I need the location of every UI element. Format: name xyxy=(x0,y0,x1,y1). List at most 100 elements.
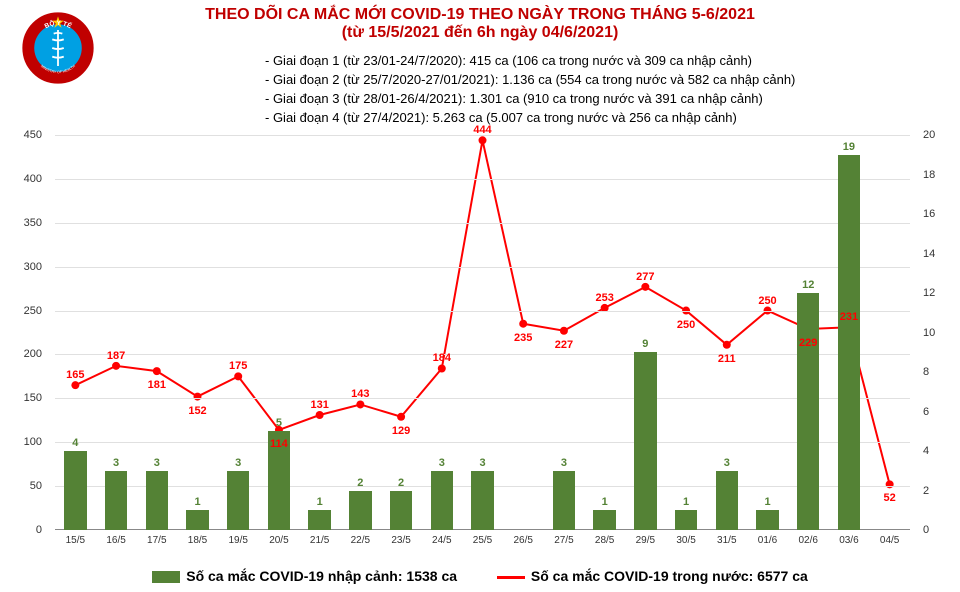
legend-line-swatch xyxy=(497,576,525,579)
bar-value-label: 2 xyxy=(398,477,404,489)
bar xyxy=(431,471,453,530)
line-value-label: 444 xyxy=(473,124,491,136)
line-value-label: 52 xyxy=(884,492,896,504)
bar xyxy=(186,510,208,530)
y-right-tick: 18 xyxy=(923,169,935,181)
line-value-label: 253 xyxy=(595,292,613,304)
x-tick: 20/5 xyxy=(269,535,288,546)
stage-line: - Giai đoạn 1 (từ 23/01-24/7/2020): 415 … xyxy=(265,52,795,71)
legend-bar-label: Số ca mắc COVID-19 nhập cảnh: 1538 ca xyxy=(186,568,457,584)
y-left-tick: 0 xyxy=(36,524,42,536)
x-tick: 26/5 xyxy=(513,535,532,546)
y-right-tick: 10 xyxy=(923,327,935,339)
bar xyxy=(838,155,860,530)
bar-value-label: 3 xyxy=(113,457,119,469)
line-value-label: 227 xyxy=(555,339,573,351)
bar xyxy=(227,471,249,530)
x-tick: 25/5 xyxy=(473,535,492,546)
x-tick: 24/5 xyxy=(432,535,451,546)
x-tick: 23/5 xyxy=(391,535,410,546)
y-right-tick: 6 xyxy=(923,406,929,418)
line-value-label: 277 xyxy=(636,271,654,283)
legend-line-label: Số ca mắc COVID-19 trong nước: 6577 ca xyxy=(531,568,808,584)
line-value-label: 143 xyxy=(351,388,369,400)
plot-area: 4331351223331913112191651871811521751141… xyxy=(55,135,910,530)
bar-value-label: 5 xyxy=(276,417,282,429)
y-left-tick: 100 xyxy=(24,436,42,448)
bar-value-label: 1 xyxy=(194,496,200,508)
bar-value-label: 1 xyxy=(764,496,770,508)
title-line-1: THEO DÕI CA MẮC MỚI COVID-19 THEO NGÀY T… xyxy=(0,6,960,24)
line-value-label: 187 xyxy=(107,350,125,362)
bar xyxy=(308,510,330,530)
y-right-tick: 12 xyxy=(923,287,935,299)
bar xyxy=(756,510,778,530)
y-left-tick: 50 xyxy=(30,480,42,492)
bar xyxy=(593,510,615,530)
y-left-tick: 350 xyxy=(24,217,42,229)
x-tick: 02/6 xyxy=(798,535,817,546)
bar xyxy=(471,471,493,530)
line-value-label: 165 xyxy=(66,369,84,381)
bar xyxy=(716,471,738,530)
line-value-label: 250 xyxy=(758,295,776,307)
x-tick: 21/5 xyxy=(310,535,329,546)
y-axis-left: 050100150200250300350400450 xyxy=(0,135,50,530)
line-value-label: 184 xyxy=(433,352,451,364)
y-right-tick: 0 xyxy=(923,524,929,536)
bar-value-label: 3 xyxy=(561,457,567,469)
chart-container: BỘ Y TẾ MINISTRY OF HEALTH THEO DÕI CA M… xyxy=(0,0,960,592)
x-tick: 31/5 xyxy=(717,535,736,546)
bar-value-label: 1 xyxy=(602,496,608,508)
y-left-tick: 250 xyxy=(24,305,42,317)
line-value-label: 175 xyxy=(229,360,247,372)
y-right-tick: 20 xyxy=(923,129,935,141)
bar-value-label: 3 xyxy=(235,457,241,469)
y-left-tick: 450 xyxy=(24,129,42,141)
x-tick: 15/5 xyxy=(66,535,85,546)
bar xyxy=(390,491,412,531)
x-tick: 01/6 xyxy=(758,535,777,546)
legend: Số ca mắc COVID-19 nhập cảnh: 1538 ca Số… xyxy=(0,568,960,584)
y-left-tick: 200 xyxy=(24,348,42,360)
stage-line: - Giai đoạn 3 (từ 28/01-26/4/2021): 1.30… xyxy=(265,90,795,109)
bar-value-label: 9 xyxy=(642,338,648,350)
line-value-label: 114 xyxy=(270,438,288,450)
line-value-label: 131 xyxy=(310,399,328,411)
bar xyxy=(797,293,819,530)
stage-line: - Giai đoạn 4 (từ 27/4/2021): 5.263 ca (… xyxy=(265,109,795,128)
bar-value-label: 4 xyxy=(72,437,78,449)
stage-info-block: - Giai đoạn 1 (từ 23/01-24/7/2020): 415 … xyxy=(265,52,795,127)
bar xyxy=(675,510,697,530)
bar-value-label: 3 xyxy=(724,457,730,469)
y-left-tick: 150 xyxy=(24,392,42,404)
bar-value-label: 12 xyxy=(802,279,814,291)
bar-value-label: 3 xyxy=(479,457,485,469)
legend-line-item: Số ca mắc COVID-19 trong nước: 6577 ca xyxy=(497,568,808,584)
bar xyxy=(634,352,656,530)
bar xyxy=(553,471,575,530)
y-axis-right: 02468101214161820 xyxy=(915,135,960,530)
x-tick: 16/5 xyxy=(106,535,125,546)
x-tick: 29/5 xyxy=(636,535,655,546)
chart-title: THEO DÕI CA MẮC MỚI COVID-19 THEO NGÀY T… xyxy=(0,6,960,42)
y-right-tick: 14 xyxy=(923,248,935,260)
bar xyxy=(105,471,127,530)
line-value-label: 229 xyxy=(799,337,817,349)
x-tick: 28/5 xyxy=(595,535,614,546)
y-right-tick: 16 xyxy=(923,208,935,220)
line-value-label: 211 xyxy=(718,353,736,365)
x-tick: 30/5 xyxy=(676,535,695,546)
y-right-tick: 2 xyxy=(923,485,929,497)
x-tick: 19/5 xyxy=(228,535,247,546)
bar-value-label: 2 xyxy=(357,477,363,489)
bar xyxy=(64,451,86,530)
y-left-tick: 400 xyxy=(24,173,42,185)
y-left-tick: 300 xyxy=(24,261,42,273)
line-value-label: 152 xyxy=(188,405,206,417)
y-right-tick: 4 xyxy=(923,445,929,457)
x-tick: 03/6 xyxy=(839,535,858,546)
bar-value-label: 3 xyxy=(154,457,160,469)
line-value-label: 250 xyxy=(677,319,695,331)
line-value-label: 235 xyxy=(514,332,532,344)
